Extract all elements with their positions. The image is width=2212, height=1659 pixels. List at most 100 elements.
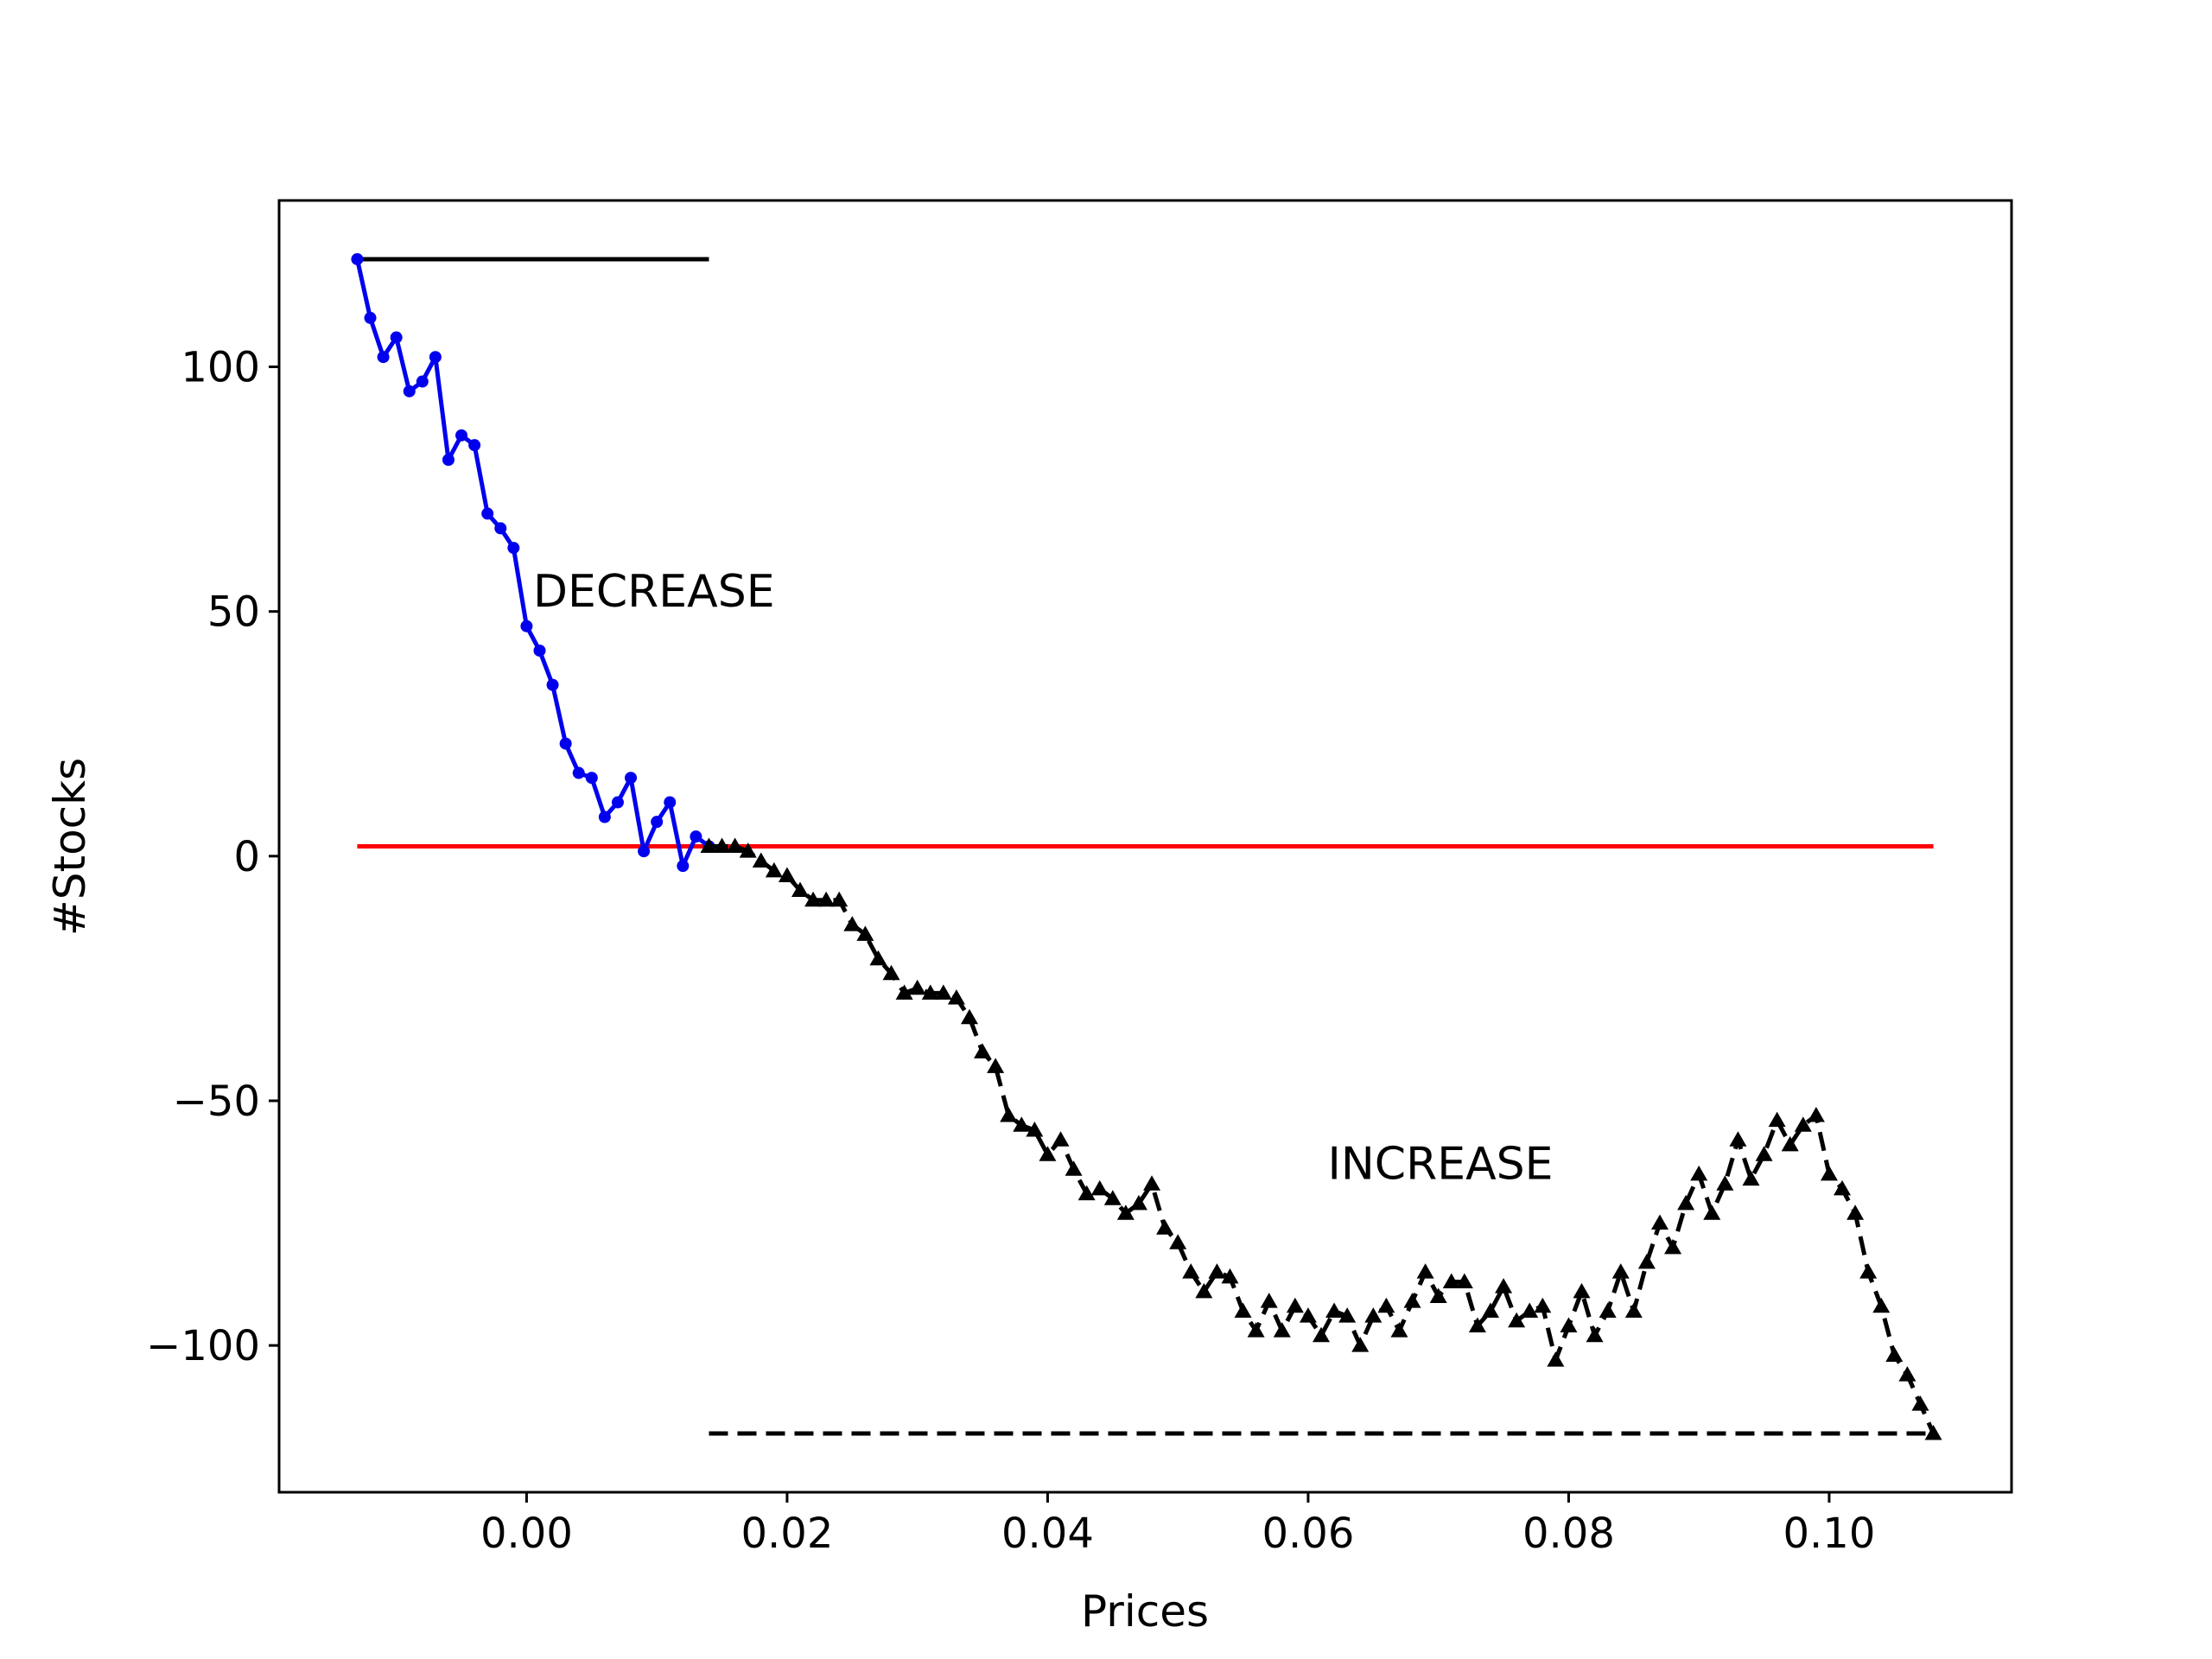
series-1-point-5 [765, 861, 783, 878]
series-1-point-16 [908, 979, 926, 995]
series-1-point-34 [1143, 1175, 1161, 1191]
y-tick-label: −50 [173, 1077, 260, 1126]
x-tick-label: 0.10 [1783, 1510, 1876, 1558]
series-1-point-65 [1547, 1351, 1565, 1367]
series-1-point-35 [1156, 1219, 1174, 1235]
series-1-point-92 [1898, 1366, 1916, 1382]
series-1-point-58 [1455, 1273, 1473, 1288]
series-1-point-81 [1755, 1146, 1773, 1161]
series-1-point-1 [713, 837, 731, 853]
series-1-point-62 [1508, 1312, 1526, 1328]
series-1-point-28 [1065, 1160, 1083, 1176]
x-tick-label: 0.04 [1001, 1510, 1094, 1558]
series-1-point-48 [1325, 1302, 1344, 1318]
x-tick-label: 0.08 [1522, 1510, 1615, 1558]
series-0-point-18 [585, 772, 598, 785]
series-1-point-82 [1768, 1111, 1786, 1128]
series-0-point-11 [494, 522, 507, 535]
series-1-point-24 [1013, 1116, 1031, 1132]
series-1-point-10 [830, 891, 849, 907]
series-1-point-0 [700, 837, 718, 853]
series-0-point-3 [390, 331, 403, 344]
series-1-point-61 [1495, 1278, 1513, 1294]
x-axis: 0.00 0.02 0.04 0.06 0.08 0.10 [480, 1492, 1875, 1558]
series-1-point-4 [752, 852, 770, 868]
series-1-point-14 [882, 964, 900, 981]
series-1-point-71 [1624, 1302, 1643, 1318]
y-axis-label: #Stocks [45, 758, 95, 936]
y-tick-label: 50 [207, 588, 260, 637]
series-1-point-59 [1468, 1317, 1486, 1332]
series-1-point-36 [1169, 1234, 1187, 1249]
series-1-point-90 [1872, 1297, 1891, 1313]
series-1-point-63 [1521, 1302, 1539, 1318]
series-1-point-50 [1351, 1337, 1370, 1352]
series-1-point-52 [1377, 1297, 1395, 1313]
series-1-point-39 [1208, 1263, 1226, 1279]
y-tick-label: 100 [181, 344, 260, 392]
series-1-point-6 [778, 867, 796, 882]
series-0-point-1 [364, 311, 377, 324]
series-1-point-66 [1560, 1317, 1578, 1332]
series-1-point-18 [934, 984, 952, 1000]
series-0-point-9 [468, 439, 481, 452]
series-0-point-20 [611, 796, 624, 809]
series-1-point-49 [1338, 1307, 1357, 1323]
series-1-point-89 [1859, 1263, 1878, 1279]
series-0-point-19 [598, 810, 611, 823]
series-1-point-45 [1286, 1297, 1304, 1313]
series-1-point-40 [1221, 1268, 1239, 1284]
series-1-point-15 [895, 984, 913, 1000]
series-0-point-15 [546, 678, 559, 691]
series-0-point-12 [507, 542, 520, 555]
series-1-point-31 [1103, 1190, 1122, 1205]
series-1-point-26 [1039, 1146, 1057, 1161]
series-1-point-9 [817, 891, 836, 907]
series-0-point-21 [625, 772, 638, 785]
annotation-increase: INCREASE [1328, 1139, 1554, 1191]
series-1-point-41 [1234, 1302, 1252, 1318]
series-1-point-29 [1077, 1185, 1096, 1201]
series-1-point-11 [843, 916, 861, 931]
axes-frame [277, 199, 2013, 1494]
annotations: DECREASE INCREASE [533, 566, 1554, 1191]
series-0-point-8 [455, 429, 468, 442]
series-1-point-78 [1716, 1175, 1734, 1191]
series-1-point-55 [1416, 1263, 1434, 1279]
series-1-point-7 [791, 881, 810, 897]
series-1-point-42 [1247, 1322, 1265, 1338]
series-1-point-77 [1703, 1205, 1721, 1220]
series-1-point-46 [1299, 1307, 1317, 1323]
series-1-point-23 [1000, 1106, 1018, 1122]
x-axis-label: Prices [1081, 1586, 1209, 1637]
series-1-point-51 [1364, 1307, 1382, 1323]
series-1-point-44 [1273, 1322, 1291, 1338]
series-1-point-30 [1090, 1179, 1109, 1196]
series-1-point-21 [974, 1043, 992, 1058]
series-1-point-53 [1390, 1322, 1408, 1338]
series-1-point-47 [1313, 1326, 1331, 1343]
series-1-point-69 [1599, 1302, 1617, 1318]
series-1-point-27 [1052, 1131, 1070, 1147]
annotation-decrease: DECREASE [533, 566, 775, 618]
x-tick-label: 0.02 [741, 1510, 833, 1558]
series-1-point-87 [1834, 1179, 1852, 1196]
series-0-point-26 [690, 830, 702, 843]
series-1-point-86 [1820, 1165, 1838, 1181]
series-0-point-0 [351, 252, 364, 265]
series-1-point-54 [1403, 1293, 1421, 1308]
series-0-point-22 [638, 845, 651, 858]
series-0-point-14 [533, 644, 546, 657]
series-1-point-32 [1116, 1205, 1135, 1220]
plot-area [351, 252, 1942, 1440]
x-tick-label: 0.00 [480, 1510, 573, 1558]
series-0-point-16 [559, 737, 572, 750]
series-1-point-72 [1637, 1253, 1656, 1269]
series-1-point-38 [1195, 1282, 1213, 1299]
series-0-point-7 [442, 454, 454, 467]
series-1-point-12 [856, 925, 874, 941]
series-1-point-67 [1573, 1282, 1591, 1299]
series-1-point-76 [1690, 1165, 1708, 1181]
series-1-point-43 [1260, 1293, 1278, 1308]
